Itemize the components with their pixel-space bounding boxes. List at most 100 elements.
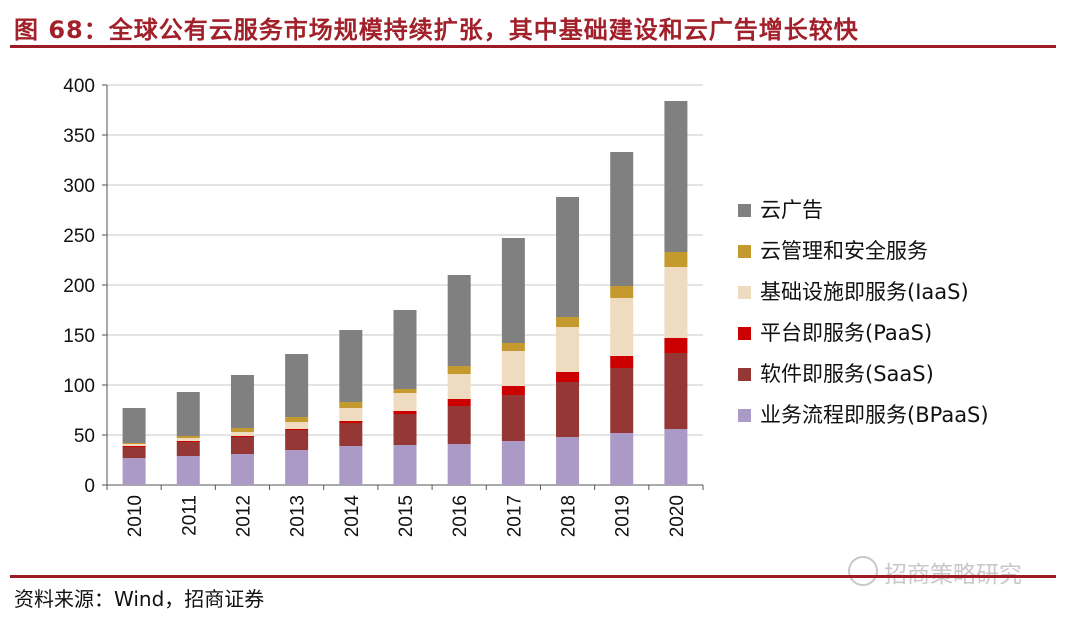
bar-segment	[664, 101, 688, 252]
bar-segment	[393, 445, 417, 485]
y-tick-label: 400	[63, 76, 95, 97]
legend-swatch-icon	[738, 286, 751, 299]
x-tick-label: 2011	[179, 495, 200, 536]
legend-item-1: 云管理和安全服务	[738, 237, 989, 278]
bar-segment	[176, 392, 200, 436]
bar-segment	[556, 372, 580, 382]
bar-segment	[176, 442, 200, 456]
chart-title: 图 68：全球公有云服务市场规模持续扩张，其中基础建设和云广告增长较快	[14, 16, 859, 44]
bar-segment	[339, 423, 363, 446]
bar-segment	[122, 443, 146, 444]
y-tick-label: 50	[74, 426, 95, 447]
x-tick-label: 2015	[396, 495, 417, 537]
y-tick-label: 350	[63, 126, 95, 147]
bar-segment	[610, 368, 634, 433]
legend-item-4: 软件即服务(SaaS)	[738, 360, 989, 401]
bar-segment	[664, 338, 688, 353]
bar-segment	[556, 327, 580, 372]
bar-segment	[664, 353, 688, 429]
bar-segment	[285, 354, 309, 417]
bar-segment	[339, 330, 363, 402]
bar-segment	[447, 366, 471, 374]
bar-segment	[393, 310, 417, 389]
y-tick-label: 250	[63, 226, 95, 247]
bar-segment	[176, 438, 200, 441]
y-tick-label: 300	[63, 176, 95, 197]
bar-segment	[230, 428, 254, 432]
legend-item-3: 平台即服务(PaaS)	[738, 319, 989, 360]
bar-segment	[447, 374, 471, 399]
bar-segment	[447, 444, 471, 485]
legend-item-0: 云广告	[738, 196, 989, 237]
legend-label: 云管理和安全服务	[760, 239, 928, 263]
bar-segment	[664, 429, 688, 485]
bar-segment	[610, 286, 634, 298]
legend-swatch-icon	[738, 327, 751, 340]
bar-segment	[610, 152, 634, 286]
bar-segment	[339, 421, 363, 423]
bar-segment	[501, 238, 525, 343]
y-tick-label: 100	[63, 376, 95, 397]
legend-item-2: 基础设施即服务(IaaS)	[738, 278, 989, 319]
bar-segment	[230, 375, 254, 428]
y-tick-label: 150	[63, 326, 95, 347]
bar-segment	[501, 351, 525, 386]
x-tick-label: 2010	[125, 495, 146, 537]
bar-segment	[556, 437, 580, 485]
x-tick-label: 2016	[450, 495, 471, 537]
y-tick-label: 200	[63, 276, 95, 297]
legend-item-5: 业务流程即服务(BPaaS)	[738, 401, 989, 442]
legend-swatch-icon	[738, 245, 751, 258]
x-tick-label: 2017	[504, 495, 525, 537]
bar-segment	[447, 406, 471, 444]
bar-segment	[501, 343, 525, 351]
bar-segment	[176, 441, 200, 442]
watermark: 招商策略研究	[848, 555, 1022, 589]
bar-segment	[664, 267, 688, 338]
bar-segment	[122, 458, 146, 485]
bar-segment	[664, 252, 688, 267]
bar-segment	[122, 447, 146, 458]
bar-segment	[230, 436, 254, 437]
wechat-icon	[848, 556, 878, 586]
bar-segment	[122, 444, 146, 446]
bar-segment	[176, 436, 200, 438]
bar-segment	[610, 356, 634, 368]
bar-segment	[393, 414, 417, 445]
bar-segment	[122, 408, 146, 443]
bar-segment	[501, 395, 525, 441]
legend-swatch-icon	[738, 204, 751, 217]
legend-label: 云广告	[760, 198, 823, 222]
bar-segment	[556, 382, 580, 437]
legend-swatch-icon	[738, 409, 751, 422]
bar-segment	[339, 408, 363, 421]
x-tick-label: 2018	[559, 495, 580, 537]
bar-segment	[501, 386, 525, 395]
bar-segment	[230, 432, 254, 436]
bar-segment	[285, 450, 309, 485]
y-tick-label: 0	[84, 476, 95, 497]
x-tick-label: 2014	[342, 495, 363, 538]
bar-segment	[285, 429, 309, 430]
bar-segment	[285, 417, 309, 422]
bar-segment	[339, 446, 363, 485]
legend-label: 软件即服务(SaaS)	[760, 362, 934, 386]
bar-segment	[610, 298, 634, 356]
bar-segment	[230, 454, 254, 485]
bar-segment	[176, 456, 200, 485]
legend-label: 业务流程即服务(BPaaS)	[760, 403, 989, 427]
bar-segment	[285, 430, 309, 450]
x-tick-label: 2019	[613, 495, 634, 537]
bar-segment	[393, 393, 417, 411]
bar-segment	[556, 317, 580, 327]
legend: 云广告 云管理和安全服务 基础设施即服务(IaaS) 平台即服务(PaaS) 软…	[738, 196, 989, 442]
bar-segment	[285, 422, 309, 429]
bar-segment	[393, 411, 417, 414]
bar-segment	[610, 433, 634, 485]
bar-segment	[501, 441, 525, 485]
bar-segment	[393, 389, 417, 393]
bottom-divider	[10, 575, 1056, 578]
source-note: 资料来源：Wind，招商证券	[14, 587, 265, 611]
x-tick-label: 2012	[233, 495, 254, 537]
